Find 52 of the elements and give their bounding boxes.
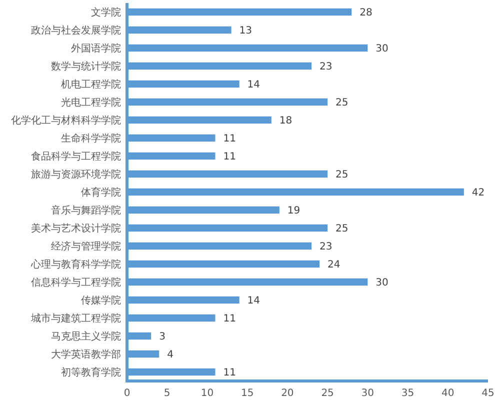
y-tick-label: 机电工程学院 — [61, 78, 121, 90]
data-label: 19 — [287, 206, 300, 216]
data-label: 24 — [328, 260, 340, 270]
data-label: 30 — [376, 44, 388, 54]
data-label: 42 — [472, 188, 485, 198]
y-tick-label: 光电工程学院 — [61, 96, 121, 108]
y-tick-label: 化学化工与材料科学学院 — [11, 114, 121, 126]
y-tick-label: 食品科学与工程学院 — [31, 150, 121, 162]
data-label: 14 — [247, 296, 260, 306]
y-tick-label: 传媒学院 — [81, 294, 121, 306]
y-tick-label: 外国语学院 — [71, 42, 121, 54]
y-tick-label: 初等教育学院 — [61, 366, 121, 378]
data-label: 25 — [336, 170, 348, 180]
y-tick-label: 文学院 — [91, 6, 121, 18]
data-label: 23 — [320, 242, 332, 252]
x-tick-label: 30 — [361, 388, 374, 399]
x-tick-label: 45 — [482, 388, 494, 399]
y-tick-label: 信息科学与工程学院 — [31, 276, 121, 288]
data-label: 25 — [336, 98, 348, 108]
y-tick-label: 经济与管理学院 — [51, 240, 121, 252]
data-label: 23 — [320, 62, 332, 72]
x-tick-label: 25 — [321, 388, 334, 399]
y-tick-label: 心理与教育科学学院 — [30, 258, 121, 270]
y-tick-label: 数学与统计学院 — [51, 60, 121, 72]
data-label: 28 — [360, 8, 372, 18]
y-tick-label: 体育学院 — [81, 186, 121, 198]
x-tick-label: 5 — [164, 388, 170, 399]
y-tick-label: 美术与艺术设计学院 — [31, 222, 121, 234]
data-label: 13 — [239, 26, 252, 36]
data-label: 11 — [223, 134, 236, 144]
x-tick-label: 40 — [442, 388, 454, 399]
data-label: 25 — [336, 224, 348, 234]
x-tick-label: 0 — [124, 388, 130, 399]
x-tick-label: 35 — [401, 388, 414, 399]
y-tick-label: 旅游与资源环境学院 — [31, 168, 121, 180]
x-tick-label: 20 — [281, 388, 294, 399]
x-tick-label: 10 — [200, 388, 214, 399]
y-tick-label: 生命科学学院 — [61, 132, 121, 144]
data-label: 3 — [159, 332, 166, 342]
y-tick-label: 马克思主义学院 — [51, 330, 121, 342]
data-label: 14 — [247, 80, 260, 90]
data-label: 30 — [376, 278, 388, 288]
data-label: 18 — [279, 116, 292, 126]
y-tick-label: 音乐与舞蹈学院 — [51, 204, 121, 216]
data-label: 11 — [223, 314, 236, 324]
y-tick-label: 城市与建筑工程学院 — [30, 312, 121, 324]
data-label: 11 — [223, 368, 236, 378]
y-tick-label: 政治与社会发展学院 — [31, 24, 121, 36]
y-tick-label: 大学英语教学部 — [51, 348, 121, 360]
data-label: 11 — [223, 152, 236, 162]
data-label: 4 — [167, 350, 174, 360]
x-tick-label: 15 — [240, 388, 254, 399]
